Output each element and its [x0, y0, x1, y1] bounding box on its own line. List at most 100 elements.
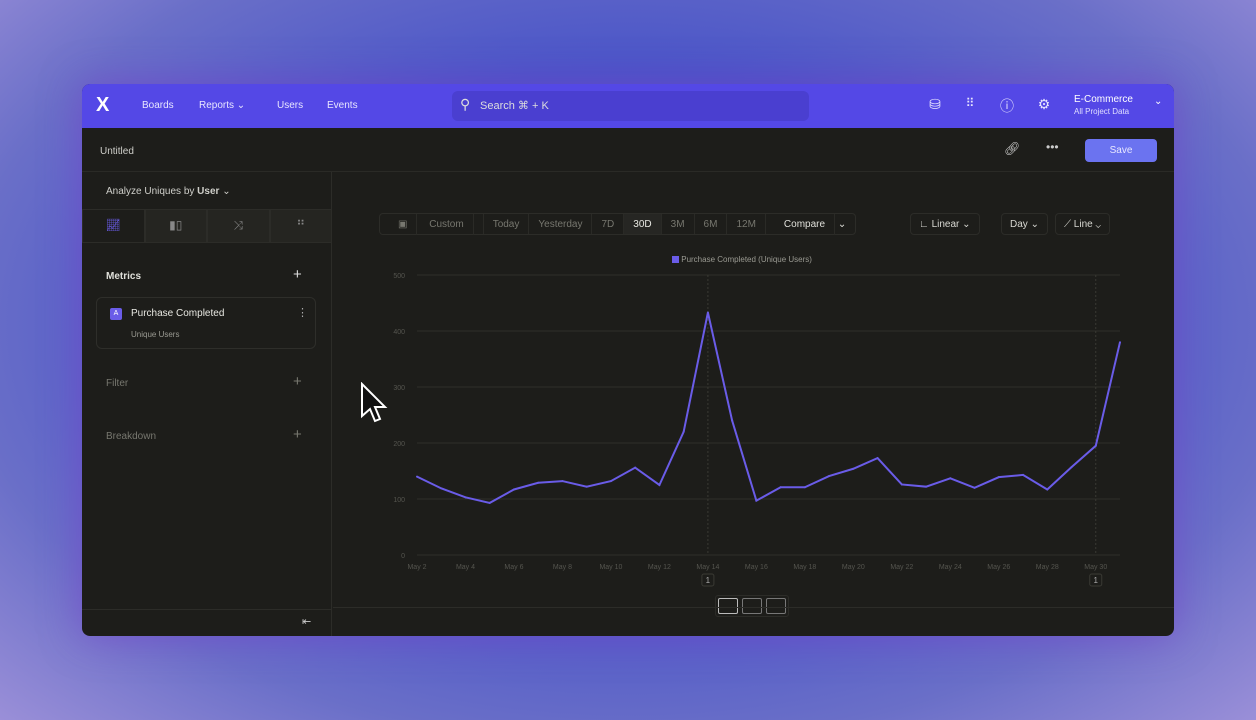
- data-point: [416, 475, 418, 478]
- x-tick-label: May 26: [987, 564, 1010, 571]
- split-view-icon[interactable]: [718, 598, 738, 614]
- report-toolbar: Untitled 🔗︎ ••• Save: [82, 128, 1174, 172]
- legend-swatch: [672, 256, 679, 263]
- data-point: [779, 486, 782, 489]
- range-7d[interactable]: 7D: [592, 214, 625, 234]
- chart-only-view-icon[interactable]: [742, 598, 762, 614]
- compare-label: Compare: [774, 214, 836, 235]
- series-line: [416, 312, 1121, 504]
- range-30d[interactable]: 30D: [624, 214, 662, 234]
- scale-selector[interactable]: ∟ Linear ⌄: [910, 213, 980, 235]
- tab-insights-icon[interactable]: 📈︎: [82, 209, 145, 243]
- chevron-down-icon: ⌄: [236, 100, 246, 111]
- range-12m[interactable]: 12M: [727, 214, 766, 234]
- annotation-marker: [701, 573, 715, 587]
- data-point: [949, 477, 952, 480]
- add-breakdown-icon[interactable]: +: [293, 426, 302, 443]
- chart-type-selector[interactable]: ⟋ Line ⌄: [1055, 213, 1110, 235]
- compare-button[interactable]: Compare ⌄: [766, 214, 855, 235]
- report-title[interactable]: Untitled: [100, 146, 134, 157]
- more-options-icon[interactable]: •••: [1046, 140, 1059, 154]
- filter-heading: Filter: [106, 378, 129, 389]
- add-metric-icon[interactable]: +: [293, 266, 302, 283]
- data-point: [464, 496, 467, 499]
- data-point: [1119, 341, 1121, 344]
- tab-funnels-icon[interactable]: ▮▯: [144, 209, 207, 243]
- data-point: [1022, 473, 1025, 476]
- custom-label: Custom: [420, 214, 474, 235]
- database-icon[interactable]: ⛁: [929, 96, 941, 112]
- x-tick-label: May 10: [599, 564, 622, 571]
- interval-selector[interactable]: Day ⌄: [1001, 213, 1048, 235]
- range-yesterday[interactable]: Yesterday: [529, 214, 593, 234]
- tab-flows-icon[interactable]: ⤨: [207, 209, 270, 243]
- project-switcher[interactable]: E-Commerce All Project Data ⌄: [1074, 94, 1164, 116]
- data-point: [561, 480, 564, 483]
- calendar-icon: ▣: [389, 214, 418, 235]
- nav-boards[interactable]: Boards: [142, 100, 174, 111]
- nav-reports-label: Reports: [199, 100, 235, 111]
- data-point: [634, 466, 637, 469]
- legend-label: Purchase Completed (Unique Users): [681, 255, 812, 264]
- data-point: [731, 419, 734, 422]
- settings-gear-icon[interactable]: ⚙: [1037, 96, 1051, 112]
- analyze-label: Analyze Uniques by: [106, 186, 195, 197]
- metric-measure: Unique Users: [131, 330, 180, 339]
- custom-range-button[interactable]: ▣ Custom: [380, 214, 484, 235]
- nav-events[interactable]: Events: [327, 100, 358, 111]
- metric-card[interactable]: A Purchase Completed Unique Users ⋮: [96, 297, 316, 349]
- x-tick-label: May 2: [407, 564, 426, 571]
- data-point: [706, 311, 709, 314]
- y-tick-label: 0: [401, 553, 405, 560]
- mouse-cursor-icon: [360, 381, 388, 429]
- x-tick-label: May 6: [504, 564, 523, 571]
- y-tick-label: 500: [393, 273, 405, 280]
- chart-legend[interactable]: Purchase Completed (Unique Users): [672, 255, 812, 264]
- x-tick-label: May 20: [842, 564, 865, 571]
- layout-toggle: [715, 595, 789, 617]
- tab-retention-icon[interactable]: ⠛: [269, 209, 332, 243]
- project-name: E-Commerce: [1074, 94, 1133, 105]
- annotation-marker: [1089, 573, 1103, 587]
- data-point: [997, 476, 1000, 479]
- data-point: [658, 484, 661, 486]
- search-input[interactable]: ⚲ Search ⌘ + K: [452, 91, 809, 121]
- top-nav: X Boards Reports ⌄ Users Events ⚲ Search…: [82, 84, 1174, 128]
- x-tick-label: May 30: [1084, 564, 1107, 571]
- table-divider[interactable]: [333, 607, 1174, 608]
- help-icon[interactable]: ⓘ: [1000, 98, 1014, 114]
- data-point: [900, 483, 903, 486]
- nav-reports[interactable]: Reports ⌄: [199, 100, 245, 111]
- save-button[interactable]: Save: [1085, 139, 1157, 162]
- x-tick-label: May 18: [793, 564, 816, 571]
- range-today[interactable]: Today: [484, 214, 530, 234]
- add-filter-icon[interactable]: +: [293, 373, 302, 390]
- analyze-by-selector[interactable]: Analyze Uniques by User ⌄: [106, 186, 231, 197]
- interval-label: Day: [1010, 219, 1028, 230]
- x-tick-label: May 22: [890, 564, 913, 571]
- data-point: [609, 480, 612, 483]
- analyze-value: User: [197, 186, 220, 197]
- breakdown-heading: Breakdown: [106, 431, 157, 442]
- y-tick-label: 200: [393, 441, 405, 448]
- data-point: [1046, 488, 1049, 491]
- project-scope: All Project Data: [1074, 107, 1130, 116]
- metric-menu-icon[interactable]: ⋮: [297, 307, 308, 319]
- y-tick-label: 100: [393, 497, 405, 504]
- axis-icon: ∟: [919, 219, 929, 230]
- y-tick-label: 300: [393, 385, 405, 392]
- logo-icon[interactable]: X: [96, 94, 110, 116]
- line-chart-icon: ⟋: [1064, 219, 1071, 230]
- collapse-sidebar-icon[interactable]: ⇤: [302, 616, 312, 628]
- nav-users[interactable]: Users: [277, 100, 304, 111]
- chevron-down-icon: ⌄: [1154, 96, 1163, 107]
- range-6m[interactable]: 6M: [695, 214, 728, 234]
- apps-grid-icon[interactable]: ⠿: [965, 96, 975, 110]
- data-point: [973, 486, 976, 489]
- x-tick-label: May 24: [939, 564, 962, 571]
- table-only-view-icon[interactable]: [766, 598, 786, 614]
- range-3m[interactable]: 3M: [662, 214, 695, 234]
- link-icon[interactable]: 🔗︎: [1004, 141, 1021, 156]
- app-window: X Boards Reports ⌄ Users Events ⚲ Search…: [82, 84, 1174, 636]
- y-tick-label: 400: [393, 329, 405, 336]
